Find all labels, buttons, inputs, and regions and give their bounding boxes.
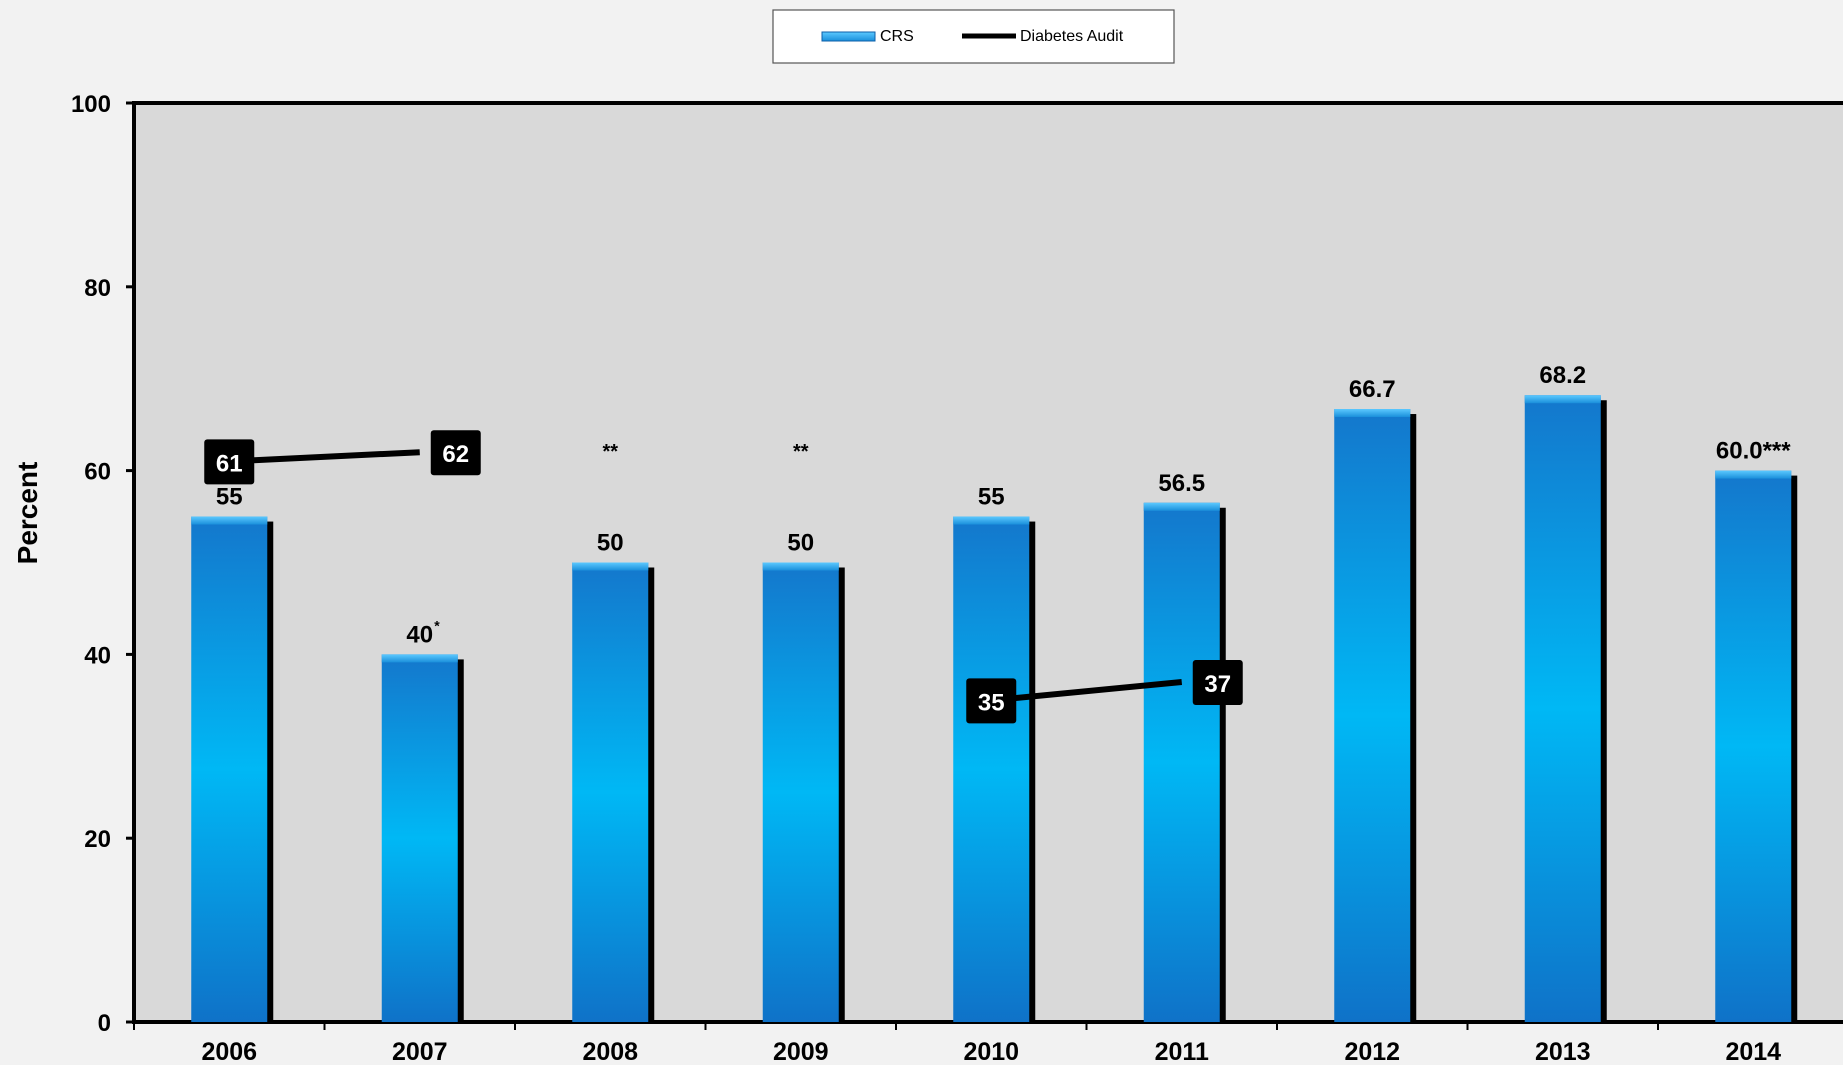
audit-value-label: 37 bbox=[1204, 671, 1231, 698]
bar-body bbox=[762, 562, 839, 1022]
bar-value-label: 40 bbox=[406, 621, 433, 648]
bar-body bbox=[572, 562, 649, 1022]
x-tick-label: 2009 bbox=[773, 1038, 829, 1065]
audit-value-label: 35 bbox=[978, 689, 1005, 716]
bar-cap bbox=[191, 516, 268, 525]
x-tick-label: 2014 bbox=[1725, 1038, 1781, 1065]
bar-cap bbox=[1524, 395, 1601, 404]
annotation-mark: ** bbox=[602, 441, 618, 463]
x-tick-labels: 2006 2007 2008 2009 2010 2011 2012 2013 2014 bbox=[201, 1038, 1781, 1065]
bar-footnote-mark: * bbox=[434, 617, 440, 633]
bar-body bbox=[1715, 470, 1792, 1023]
y-axis-label: Percent bbox=[12, 462, 43, 565]
y-tick-label: 100 bbox=[71, 91, 111, 118]
bar-value-label: 55 bbox=[978, 484, 1005, 511]
x-tick-label: 2010 bbox=[963, 1038, 1019, 1065]
bar-body bbox=[953, 516, 1030, 1022]
annotation-mark: ** bbox=[793, 441, 809, 463]
bar-2013 bbox=[1524, 395, 1607, 1022]
bar-body bbox=[191, 516, 268, 1022]
bar-value-label: 60.0*** bbox=[1716, 438, 1791, 465]
y-tick-label: 80 bbox=[84, 275, 111, 302]
bar-value-label: 50 bbox=[597, 530, 624, 557]
legend-label-crs: CRS bbox=[880, 28, 914, 45]
audit-value-box bbox=[204, 439, 255, 485]
legend-label-audit: Diabetes Audit bbox=[1020, 28, 1124, 45]
bar-cap bbox=[572, 562, 649, 571]
bar-cap bbox=[1143, 502, 1220, 511]
x-tick-label: 2013 bbox=[1535, 1038, 1591, 1065]
bar-value-label: 50 bbox=[787, 530, 814, 557]
y-tick-label: 40 bbox=[84, 642, 111, 669]
bar-2010 bbox=[953, 516, 1036, 1022]
audit-value-box bbox=[430, 430, 481, 476]
bar-2012 bbox=[1334, 409, 1417, 1023]
bar-2007 bbox=[381, 654, 464, 1022]
audit-value-box bbox=[1192, 659, 1243, 705]
bar-value-label: 55 bbox=[216, 484, 243, 511]
bar-2008 bbox=[572, 562, 655, 1022]
audit-value-label: 61 bbox=[216, 450, 243, 477]
x-tick-label: 2012 bbox=[1344, 1038, 1400, 1065]
bar-body bbox=[1524, 395, 1601, 1022]
bar-cap bbox=[381, 654, 458, 663]
bar-cap bbox=[762, 562, 839, 571]
audit-value-box bbox=[966, 678, 1017, 724]
audit-line-segment bbox=[990, 678, 1183, 704]
bars bbox=[191, 395, 1798, 1023]
x-tick-label: 2011 bbox=[1155, 1038, 1209, 1065]
audit-value-label: 62 bbox=[442, 441, 469, 468]
x-tick-label: 2006 bbox=[201, 1038, 257, 1065]
legend: CRS Diabetes Audit bbox=[772, 9, 1175, 64]
x-tick-label: 2007 bbox=[392, 1038, 448, 1065]
bar-value-label: 56.5 bbox=[1158, 470, 1205, 497]
bar-value-label: 68.2 bbox=[1539, 362, 1586, 389]
bar-body bbox=[1143, 502, 1220, 1022]
bar-body bbox=[1334, 409, 1411, 1023]
diabetes-audit-series: 61 62 35 37 bbox=[204, 430, 1243, 724]
bar-cap bbox=[953, 516, 1030, 525]
bar-2009 bbox=[762, 562, 845, 1022]
bar-body bbox=[381, 654, 458, 1022]
legend-swatch-crs bbox=[821, 31, 876, 42]
bar-cap bbox=[1715, 470, 1792, 479]
bar-2011 bbox=[1143, 502, 1226, 1022]
annotations: ** ** bbox=[602, 441, 808, 463]
x-tick-label: 2008 bbox=[582, 1038, 638, 1065]
y-tick-label: 20 bbox=[84, 826, 111, 853]
bar-cap bbox=[1334, 409, 1411, 418]
bar-labels: 55 40 * 50 50 55 56.5 66.7 68.2 60.0*** bbox=[216, 362, 1791, 648]
audit-line-segment bbox=[229, 449, 420, 465]
y-tick-label: 60 bbox=[84, 459, 111, 486]
bar-value-label: 66.7 bbox=[1349, 376, 1396, 403]
bar-2014 bbox=[1715, 470, 1798, 1023]
y-tick-label: 0 bbox=[98, 1010, 111, 1037]
bar-2006 bbox=[191, 516, 274, 1022]
